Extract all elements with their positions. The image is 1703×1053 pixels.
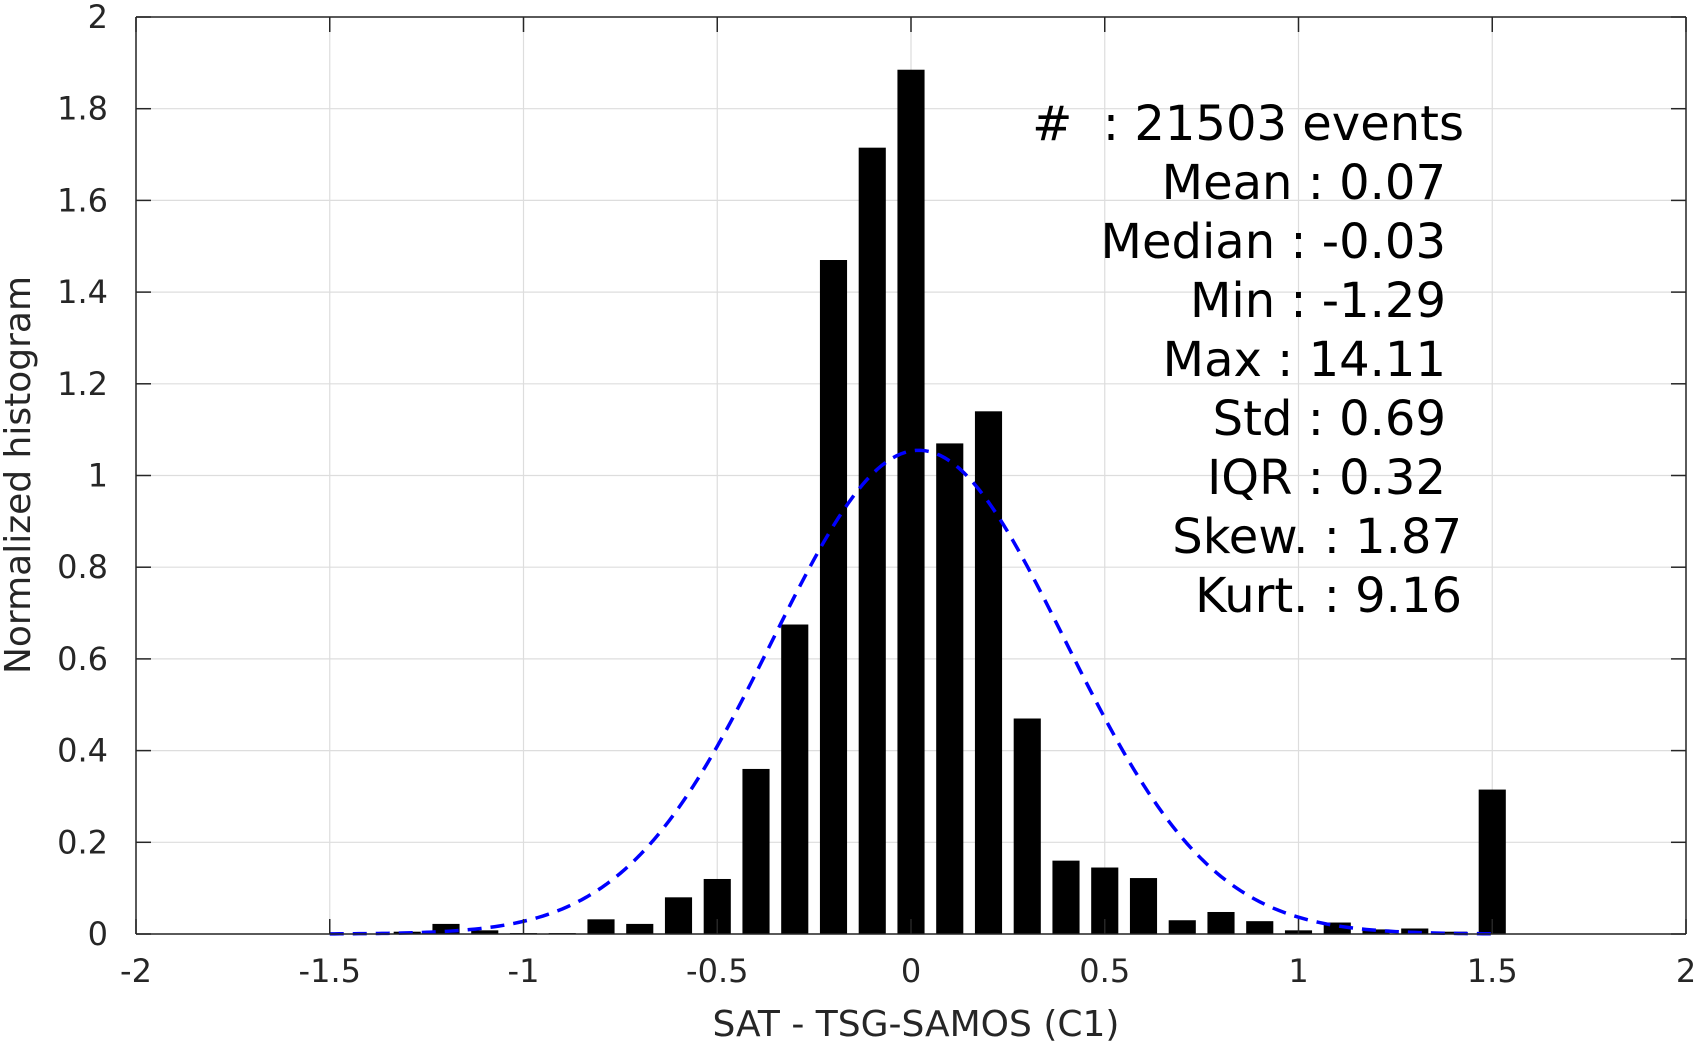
stat-median: Median : -0.03 bbox=[1101, 214, 1446, 270]
x-tick-label-2: -1 bbox=[508, 952, 540, 990]
stat-kurt: Kurt. : 9.16 bbox=[1195, 568, 1462, 624]
histogram-bar-6 bbox=[626, 923, 654, 934]
x-tick-label-4: 0 bbox=[901, 952, 921, 990]
histogram-bar-22 bbox=[1246, 921, 1274, 934]
histogram-bar-20 bbox=[1168, 920, 1196, 934]
x-tick-label-0: -2 bbox=[120, 952, 152, 990]
histogram-bar-1 bbox=[432, 923, 460, 934]
y-tick-label-5: 1 bbox=[88, 457, 108, 495]
x-tick-label-3: -0.5 bbox=[686, 952, 748, 990]
stat-max: Max : 14.11 bbox=[1163, 332, 1446, 388]
histogram-bar-24 bbox=[1323, 922, 1351, 934]
y-tick-label-0: 0 bbox=[88, 915, 108, 953]
stat-min: Min : -1.29 bbox=[1190, 273, 1446, 329]
stat-std: Std : 0.69 bbox=[1213, 391, 1446, 447]
histogram-bars bbox=[393, 69, 1506, 935]
histogram-bar-25 bbox=[1362, 929, 1390, 934]
histogram-bar-10 bbox=[781, 624, 809, 934]
histogram-bar-12 bbox=[858, 147, 886, 935]
histogram-bar-15 bbox=[974, 411, 1003, 934]
y-tick-label-4: 0.8 bbox=[57, 548, 108, 586]
y-tick-label-6: 1.2 bbox=[57, 365, 108, 403]
y-tick-label-10: 2 bbox=[88, 0, 108, 36]
histogram-bar-14 bbox=[936, 443, 964, 934]
y-tick-labels: 0 0.2 0.4 0.6 0.8 1 1.2 1.4 1.6 1.8 2 bbox=[57, 0, 108, 953]
y-tick-label-9: 1.8 bbox=[57, 90, 108, 128]
stat-mean: Mean : 0.07 bbox=[1162, 155, 1446, 211]
stat-iqr: IQR : 0.32 bbox=[1207, 450, 1446, 506]
y-tick-label-8: 1.6 bbox=[57, 181, 108, 219]
axes-frame bbox=[135, 16, 1687, 935]
histogram-bar-27 bbox=[1439, 931, 1468, 934]
y-axis-label: Normalized histogram bbox=[0, 276, 39, 674]
histogram-bar-2 bbox=[471, 930, 499, 934]
stat-events: # : 21503 events bbox=[1032, 96, 1464, 152]
histogram-bar-9 bbox=[742, 768, 770, 934]
histogram-bar-7 bbox=[664, 897, 693, 934]
histogram-bar-13 bbox=[897, 69, 925, 935]
histogram-bar-17 bbox=[1052, 860, 1080, 934]
histogram-bar-16 bbox=[1013, 718, 1041, 934]
y-tick-label-3: 0.6 bbox=[57, 640, 108, 678]
statistics-annotation: # : 21503 events Mean : 0.07 Median : -0… bbox=[1032, 96, 1464, 624]
x-tick-label-7: 1.5 bbox=[1467, 952, 1518, 990]
histogram-bar-21 bbox=[1207, 911, 1235, 934]
x-tick-label-8: 2 bbox=[1676, 952, 1696, 990]
y-tick-label-1: 0.2 bbox=[57, 823, 108, 861]
x-tick-labels: -2 -1.5 -1 -0.5 0 0.5 1 1.5 2 bbox=[120, 952, 1696, 990]
stat-skew: Skew. : 1.87 bbox=[1172, 509, 1462, 565]
histogram-bar-5 bbox=[587, 919, 615, 934]
y-tick-label-2: 0.4 bbox=[57, 732, 108, 770]
x-tick-label-1: -1.5 bbox=[299, 952, 361, 990]
histogram-bar-11 bbox=[819, 260, 848, 934]
histogram-bar-28 bbox=[1478, 789, 1506, 934]
y-tick-label-7: 1.4 bbox=[57, 273, 108, 311]
histogram-bar-19 bbox=[1129, 878, 1158, 934]
x-tick-label-5: 0.5 bbox=[1079, 952, 1130, 990]
x-axis-label: SAT - TSG-SAMOS (C1) bbox=[713, 1004, 1120, 1045]
x-tick-label-6: 1 bbox=[1288, 952, 1308, 990]
